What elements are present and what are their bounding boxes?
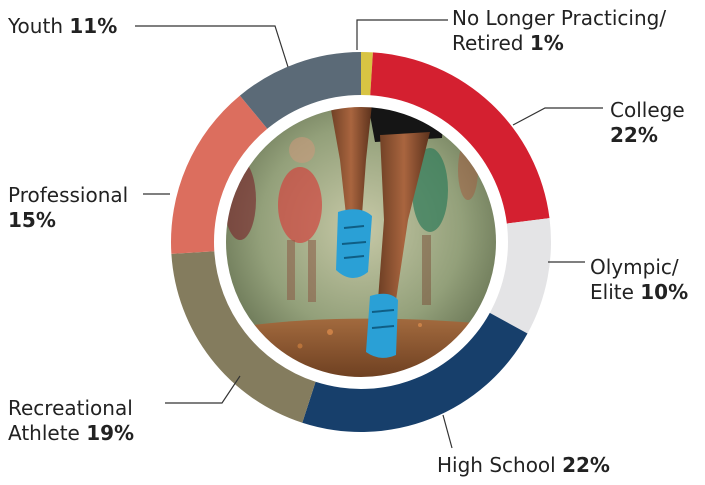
label-olympic-line1: Olympic/ <box>590 255 679 279</box>
label-professional: Professional 15% <box>8 183 128 233</box>
value-professional: 15% <box>8 208 56 232</box>
donut-segment-high-school <box>302 312 528 432</box>
label-retired-line1: No Longer Practicing/ <box>452 6 667 30</box>
value-youth: 11% <box>69 14 118 38</box>
label-youth: Youth 11% <box>8 14 117 39</box>
leader-line-retired <box>356 19 448 50</box>
donut-segment-professional <box>171 95 268 254</box>
donut-segment-recreational <box>171 251 316 423</box>
label-olympic: Olympic/ Elite 10% <box>590 255 688 305</box>
value-olympic: 10% <box>640 280 689 304</box>
label-youth-text: Youth <box>8 14 63 38</box>
donut-segment-college <box>370 52 550 224</box>
value-college: 22% <box>610 123 658 147</box>
leader-line-college <box>512 107 603 126</box>
donut-segment-olympic <box>489 218 551 334</box>
value-recreational: 19% <box>86 421 135 445</box>
label-high-school-text: High School <box>437 453 556 477</box>
leader-lines <box>135 19 603 449</box>
leader-line-youth <box>135 25 289 68</box>
leader-line-recreational <box>165 375 241 404</box>
label-recreational-line1: Recreational <box>8 396 133 420</box>
label-recreational: Recreational Athlete 19% <box>8 396 134 446</box>
label-high-school: High School 22% <box>437 453 610 478</box>
value-retired: 1% <box>529 31 564 55</box>
leader-line-high-school <box>442 414 453 449</box>
donut-segments <box>171 52 551 432</box>
label-college-text: College <box>610 98 685 122</box>
label-college: College 22% <box>610 98 685 148</box>
donut-segment-retired <box>361 52 373 96</box>
value-high-school: 22% <box>562 453 610 477</box>
label-professional-text: Professional <box>8 183 129 207</box>
center-photo <box>223 104 499 380</box>
label-retired-line2: Retired <box>452 31 524 55</box>
donut-segment-youth <box>239 52 361 129</box>
label-retired: No Longer Practicing/ Retired 1% <box>452 6 666 56</box>
label-recreational-line2: Athlete <box>8 421 80 445</box>
label-olympic-line2: Elite <box>590 280 634 304</box>
